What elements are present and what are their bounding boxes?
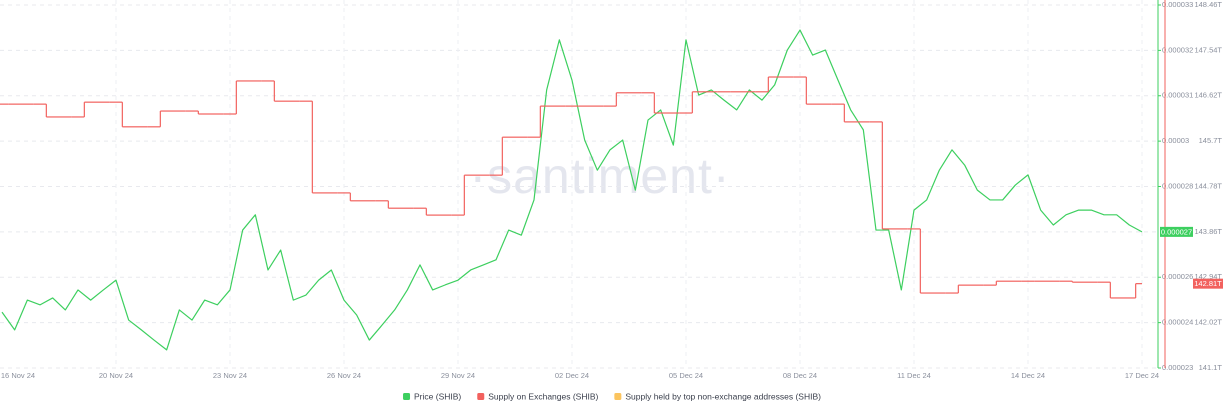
x-tick-label: 14 Dec 24	[1011, 371, 1045, 380]
x-tick-label: 08 Dec 24	[783, 371, 817, 380]
x-tick-label: 29 Nov 24	[441, 371, 475, 380]
current-badge	[1193, 278, 1223, 289]
x-tick-label: 16 Nov 24	[1, 371, 35, 380]
x-tick-label: 23 Nov 24	[213, 371, 247, 380]
y2-tick-label: 143.86T	[1194, 227, 1222, 236]
x-tick-label: 11 Dec 24	[897, 371, 931, 380]
legend-swatch	[403, 393, 411, 400]
x-tick-label: 05 Dec 24	[669, 371, 703, 380]
current-badge	[1160, 226, 1193, 237]
x-tick-label: 02 Dec 24	[555, 371, 589, 380]
x-tick-label: 17 Dec 24	[1125, 371, 1159, 380]
x-tick-label: 20 Nov 24	[99, 371, 133, 380]
y-tick-label: 0.000026	[1162, 272, 1193, 281]
x-tick-label: 26 Nov 24	[327, 371, 361, 380]
current-label: 142.81T	[1194, 279, 1222, 288]
y2-tick-label: 141.1T	[1199, 363, 1223, 372]
legend-swatch	[477, 393, 485, 400]
legend-label: Price (SHIB)	[414, 391, 461, 401]
watermark: ·santiment·	[469, 148, 730, 204]
y-tick-label: 0.000023	[1162, 363, 1193, 372]
y2-tick-label: 146.62T	[1194, 91, 1222, 100]
y2-tick-label: 148.46T	[1194, 0, 1222, 9]
y2-tick-label: 142.02T	[1194, 318, 1222, 327]
y2-tick-label: 147.54T	[1194, 45, 1222, 54]
y-tick-label: 0.00003	[1162, 136, 1189, 145]
current-label: 0.000027	[1161, 227, 1192, 236]
y2-tick-label: 142.94T	[1194, 272, 1222, 281]
y2-tick-label: 144.78T	[1194, 181, 1222, 190]
y2-tick-label: 145.7T	[1199, 136, 1223, 145]
legend-swatch	[614, 393, 622, 400]
y-tick-label: 0.000028	[1162, 181, 1193, 190]
y-tick-label: 0.000024	[1162, 318, 1193, 327]
y-tick-label: 0.000033	[1162, 0, 1193, 9]
y-tick-label: 0.000032	[1162, 45, 1193, 54]
legend-label: Supply on Exchanges (SHIB)	[488, 391, 598, 401]
legend-label: Supply held by top non-exchange addresse…	[625, 391, 821, 401]
y-tick-label: 0.000031	[1162, 91, 1193, 100]
price-line	[1, 29, 1143, 351]
